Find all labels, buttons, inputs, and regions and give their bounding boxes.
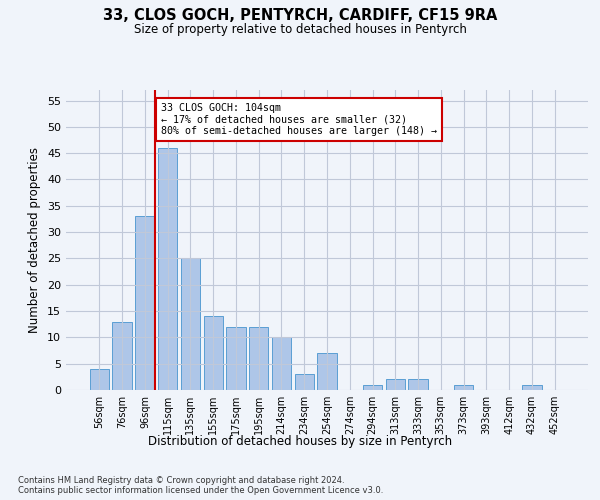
Bar bbox=[181, 258, 200, 390]
Bar bbox=[409, 380, 428, 390]
Bar bbox=[295, 374, 314, 390]
Text: 33, CLOS GOCH, PENTYRCH, CARDIFF, CF15 9RA: 33, CLOS GOCH, PENTYRCH, CARDIFF, CF15 9… bbox=[103, 8, 497, 22]
Bar bbox=[522, 384, 542, 390]
Text: 33 CLOS GOCH: 104sqm
← 17% of detached houses are smaller (32)
80% of semi-detac: 33 CLOS GOCH: 104sqm ← 17% of detached h… bbox=[161, 103, 437, 136]
Text: Size of property relative to detached houses in Pentyrch: Size of property relative to detached ho… bbox=[134, 22, 466, 36]
Bar bbox=[158, 148, 178, 390]
Bar bbox=[363, 384, 382, 390]
Y-axis label: Number of detached properties: Number of detached properties bbox=[28, 147, 41, 333]
Bar bbox=[226, 327, 245, 390]
Text: Contains HM Land Registry data © Crown copyright and database right 2024.
Contai: Contains HM Land Registry data © Crown c… bbox=[18, 476, 383, 495]
Bar bbox=[249, 327, 268, 390]
Text: Distribution of detached houses by size in Pentyrch: Distribution of detached houses by size … bbox=[148, 435, 452, 448]
Bar bbox=[135, 216, 155, 390]
Bar bbox=[386, 380, 405, 390]
Bar bbox=[203, 316, 223, 390]
Bar bbox=[112, 322, 132, 390]
Bar bbox=[317, 353, 337, 390]
Bar bbox=[454, 384, 473, 390]
Bar bbox=[272, 338, 291, 390]
Bar bbox=[90, 369, 109, 390]
